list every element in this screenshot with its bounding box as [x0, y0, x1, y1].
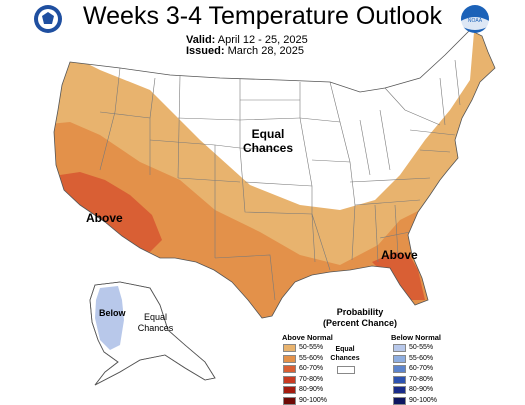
legend-above-label: 55-60% [299, 354, 324, 362]
noaa-logo-text: NOAA [468, 18, 483, 24]
above-normal-header: Above Normal [282, 333, 333, 342]
above-50-55-region [54, 30, 495, 318]
legend-above-label: 60-70% [299, 365, 324, 372]
noaa-logo-icon: NOAA [461, 5, 489, 33]
legend-title-line1: Probability [336, 307, 384, 317]
doc-seal-icon [34, 5, 62, 33]
legend-equal-line1: Equal [335, 346, 355, 353]
above-55-60-region [54, 122, 495, 318]
legend-below-label: 80-90% [409, 386, 434, 393]
equal-chances-line1: Equal [251, 127, 285, 141]
legend-title: Probability (Percent Chance) [300, 307, 420, 329]
above-west-label: Above [86, 211, 123, 225]
legend-above-swatch [283, 354, 296, 363]
issued-date: Issued: March 28, 2025 [186, 45, 304, 57]
legend-above-swatch [283, 365, 296, 373]
legend-below-swatch [393, 396, 406, 405]
legend-below-swatch [393, 344, 406, 352]
legend-above-label: 90-100% [299, 396, 328, 404]
legend-title-line2: (Percent Chance) [322, 318, 398, 328]
alaska-equal-line2: Chances [137, 323, 174, 333]
state-boundaries [99, 59, 461, 301]
above-60-70-west-region [60, 172, 162, 252]
map-title: Weeks 3-4 Temperature Outlook [83, 2, 442, 30]
below-normal-header: Below Normal [391, 333, 442, 342]
above-60-70-southeast-region [372, 252, 425, 300]
alaska-equal-chances-label: Equal Chances [133, 312, 178, 334]
legend-below-label: 70-80% [409, 375, 434, 383]
alaska-below-region [95, 286, 124, 350]
legend-equal-line2: Chances [330, 355, 360, 362]
legend-below-swatch [393, 354, 406, 363]
above-southeast-label: Above [381, 248, 418, 262]
legend-equal-swatch [337, 366, 355, 374]
legend-above-label: 80-90% [299, 386, 324, 393]
legend-below-swatch [393, 365, 406, 373]
equal-chances-line2: Chances [242, 141, 294, 155]
legend-below-label: 50-55% [409, 344, 434, 351]
legend-above-label: 50-55% [299, 344, 324, 351]
valid-label: Valid: [186, 34, 216, 46]
legend-equal-chances: Equal Chances [330, 345, 360, 363]
equal-chances-label: Equal Chances [233, 127, 303, 155]
legend-above-swatch [283, 344, 296, 352]
valid-value: April 12 - 25, 2025 [217, 34, 308, 46]
legend-below-swatch [393, 375, 406, 384]
legend-below-swatch [393, 386, 406, 394]
issued-value: March 28, 2025 [227, 45, 305, 57]
legend-above-swatch [283, 375, 296, 384]
legend-above-label: 70-80% [299, 375, 324, 383]
legend-below-label: 55-60% [409, 354, 434, 362]
below-alaska-label: Below [99, 308, 126, 318]
issued-label: Issued: [186, 45, 225, 57]
legend-below-label: 90-100% [409, 396, 438, 404]
legend-below-label: 60-70% [409, 365, 434, 372]
valid-dates: Valid: April 12 - 25, 2025 [186, 34, 308, 46]
legend-above-swatch [283, 396, 296, 405]
legend-above-swatch [283, 386, 296, 394]
alaska-equal-line1: Equal [143, 312, 168, 322]
